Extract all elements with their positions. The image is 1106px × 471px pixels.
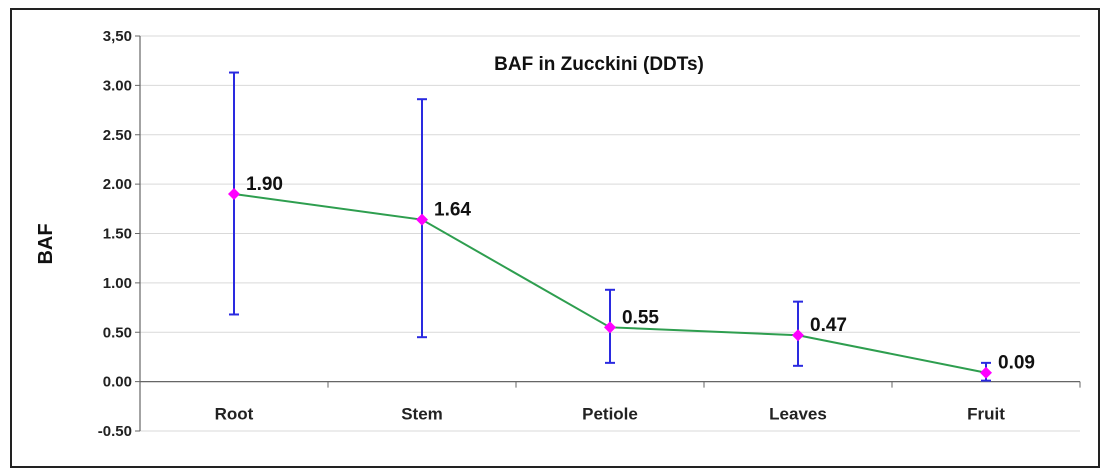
data-point-marker xyxy=(228,188,240,200)
x-category-labels: Root Stem Petiole Leaves Fruit xyxy=(215,405,1006,424)
data-label: 1.90 xyxy=(246,174,283,195)
x-category-label: Leaves xyxy=(769,405,827,424)
y-tick-label: 3.00 xyxy=(103,77,132,94)
data-point-marker xyxy=(792,329,804,342)
axis-layer xyxy=(135,35,1081,432)
y-tick-label: 3,50 xyxy=(103,28,132,45)
y-tick-labels: 3,50 3.00 2.50 2.00 1.50 1.00 0.50 0.00 -0.50 xyxy=(98,28,132,440)
data-point-marker xyxy=(604,321,616,334)
y-tick-label: 0.50 xyxy=(103,324,132,341)
data-points xyxy=(228,188,992,379)
grid-layer xyxy=(140,35,1080,432)
data-label: 0.47 xyxy=(810,315,847,336)
x-category-label: Stem xyxy=(401,405,443,424)
data-point-marker xyxy=(416,213,428,226)
data-point-marker xyxy=(980,366,992,379)
y-tick-label: -0.50 xyxy=(98,423,132,440)
chart-svg: 3,50 3.00 2.50 2.00 1.50 1.00 0.50 0.00 -0.50 Ro… xyxy=(35,28,1081,440)
x-category-label: Fruit xyxy=(967,405,1005,424)
y-tick-label: 0.00 xyxy=(103,374,132,391)
y-tick-label: 1.50 xyxy=(103,226,132,243)
y-tick-label: 1.00 xyxy=(103,275,132,292)
data-labels: 1.90 1.64 0.55 0.47 0.09 xyxy=(246,174,1035,374)
x-category-label: Petiole xyxy=(582,405,638,424)
data-label: 1.64 xyxy=(434,200,471,221)
y-tick-label: 2.00 xyxy=(103,176,132,193)
chart-title: BAF in Zucckini (DDTs) xyxy=(494,54,704,75)
error-bars xyxy=(229,71,991,382)
data-label: 0.55 xyxy=(622,307,659,328)
y-tick-label: 2.50 xyxy=(103,127,132,144)
chart-frame: 3,50 3.00 2.50 2.00 1.50 1.00 0.50 0.00 -0.50 Ro… xyxy=(10,8,1100,468)
data-label: 0.09 xyxy=(998,353,1035,374)
y-axis-label: BAF xyxy=(35,223,57,264)
x-category-label: Root xyxy=(215,405,254,424)
